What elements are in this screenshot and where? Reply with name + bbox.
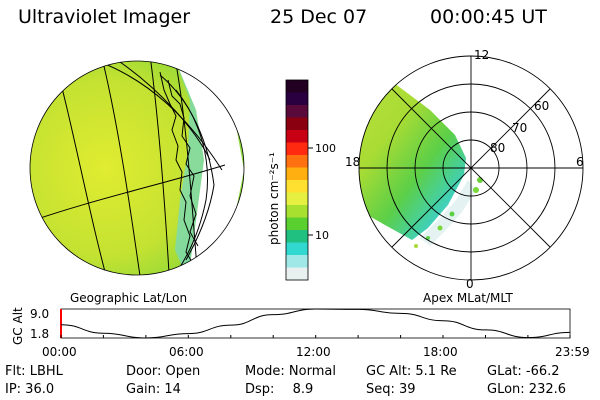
date-label: 25 Dec 07 (270, 6, 368, 28)
colorbar-swatch (286, 267, 308, 281)
x-tick-label-1200: 12:00 (296, 345, 331, 359)
gc-alt-ytick-top: 9.0 (30, 307, 49, 321)
gc-alt-chart: GC Alt 9.0 1.8 00:00 06:00 12:00 18:00 2… (11, 307, 590, 359)
colorbar-label-100: 100 (315, 142, 336, 155)
info-ip: IP: 36.0 (5, 382, 55, 397)
colorbar-swatch (286, 142, 308, 156)
lat-lon-grid (30, 61, 226, 275)
colorbar-swatch (286, 130, 308, 144)
colorbar: 100 10 photon cm⁻²s⁻¹ (267, 79, 336, 281)
mlt-label-12: 12 (474, 48, 489, 62)
instrument-title: Ultraviolet Imager (18, 6, 191, 28)
gc-alt-ytick-bottom: 1.8 (30, 327, 49, 341)
gc-alt-series-line (60, 308, 571, 339)
polar-map: 12 18 6 0 60 70 80 (345, 48, 584, 291)
x-tick-label-2359: 23:59 (555, 345, 590, 359)
geographic-map (29, 60, 245, 276)
colorbar-swatch (286, 242, 308, 256)
colorbar-swatch (286, 255, 308, 269)
info-dsp: Dsp: 8.9 (245, 382, 313, 397)
geographic-caption: Geographic Lat/Lon (70, 291, 187, 305)
info-seq: Seq: 39 (366, 382, 416, 397)
info-dsp-label: Dsp: (245, 382, 275, 397)
coastline-outline (159, 71, 199, 263)
emission-spot (473, 187, 479, 193)
mlat-label-80: 80 (490, 141, 505, 155)
colorbar-swatch (286, 105, 308, 119)
colorbar-swatch (286, 80, 308, 94)
earth-outline (29, 60, 245, 276)
emission-spot (414, 244, 418, 248)
info-glon: GLon: 232.6 (487, 382, 567, 397)
emission-spot (449, 211, 455, 217)
colorbar-swatch (286, 230, 308, 244)
colorbar-swatch (286, 155, 308, 169)
colorbar-swatch (286, 167, 308, 181)
emission-spot (477, 177, 483, 183)
colorbar-swatch (286, 92, 308, 106)
colorbar-gradient (286, 80, 308, 281)
auroral-oval (359, 80, 466, 240)
mlt-label-18: 18 (345, 155, 360, 169)
colorbar-swatch (286, 217, 308, 231)
polar-image (359, 80, 483, 248)
mlat-label-60: 60 (534, 99, 549, 113)
x-tick-label-1800: 18:00 (423, 345, 458, 359)
info-dsp-value: 8.9 (292, 382, 314, 397)
info-flt: Flt: LBHL (5, 364, 63, 379)
gc-alt-frame (60, 308, 571, 339)
info-door: Door: Open (126, 364, 201, 379)
info-gain: Gain: 14 (126, 382, 181, 397)
emission-spot (437, 225, 443, 231)
x-tick-label-0000: 00:00 (42, 345, 77, 359)
emission-spot (426, 236, 430, 240)
apex-caption: Apex MLat/MLT (423, 291, 513, 305)
time-label: 00:00:45 UT (430, 6, 547, 28)
info-gc-alt: GC Alt: 5.1 Re (366, 364, 457, 379)
mlt-label-0: 0 (466, 277, 474, 291)
colorbar-swatch (286, 205, 308, 219)
colorbar-swatch (286, 180, 308, 194)
mlat-label-70: 70 (512, 121, 527, 135)
colorbar-swatch (286, 192, 308, 206)
colorbar-label-10: 10 (315, 229, 329, 242)
info-glat: GLat: -66.2 (487, 364, 560, 379)
x-tick-label-0600: 06:00 (169, 345, 204, 359)
gc-alt-ylabel: GC Alt (11, 307, 25, 345)
info-mode: Mode: Normal (245, 364, 336, 379)
colorbar-swatch (286, 117, 308, 131)
mlt-label-6: 6 (576, 155, 584, 169)
polar-grid (358, 55, 584, 281)
colorbar-frame (285, 79, 309, 281)
nightside-glow (420, 180, 476, 246)
colorbar-unit-label: photon cm⁻²s⁻¹ (267, 152, 281, 245)
